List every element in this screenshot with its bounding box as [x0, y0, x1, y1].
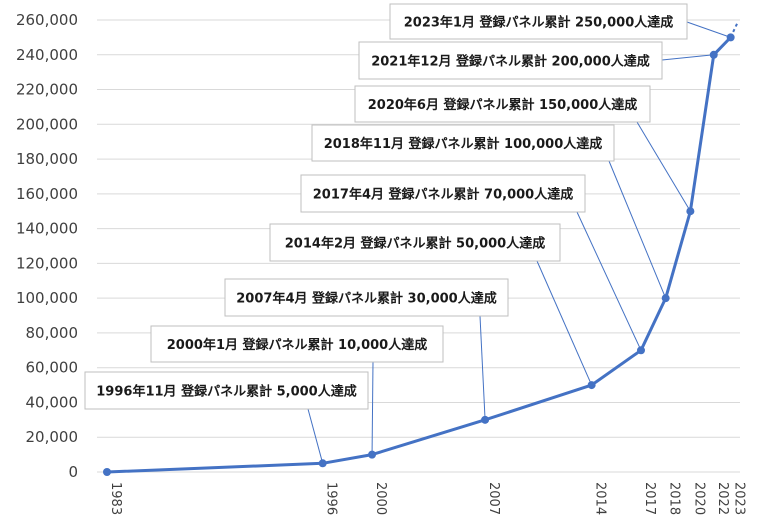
y-tick-label: 0 — [68, 463, 78, 481]
annotation-text: 2023年1月 登録パネル累計 250,000人達成 — [404, 15, 674, 31]
x-tick-label: 2018 — [667, 482, 682, 515]
annotation-box — [300, 174, 586, 213]
data-point — [587, 381, 596, 390]
y-tick-label: 240,000 — [16, 46, 78, 64]
annotation-box — [269, 223, 561, 262]
data-point — [726, 33, 735, 42]
annotation-box — [84, 371, 369, 410]
x-axis-ticks: 1983 1996 2000 2007 2014 2017 2018 2020 2022 2023 — [108, 482, 747, 515]
y-tick-label: 120,000 — [16, 254, 78, 272]
annotation-box — [311, 124, 615, 162]
annotation-text: 2017年4月 登録パネル累計 70,000人達成 — [313, 187, 573, 203]
annotation-text: 2014年2月 登録パネル累計 50,000人達成 — [285, 236, 545, 252]
annotation-leader — [479, 315, 486, 420]
y-tick-label: 220,000 — [16, 81, 78, 99]
y-tick-label: 80,000 — [26, 324, 79, 342]
annotation-text: 2021年12月 登録パネル累計 200,000人達成 — [371, 54, 650, 70]
annotation-box — [354, 85, 651, 123]
data-point — [103, 468, 111, 476]
annotation-leader — [661, 54, 714, 61]
annotation-leader — [636, 121, 691, 212]
series-line — [106, 36, 732, 474]
annotation-box — [224, 278, 509, 317]
annotation-box — [150, 325, 444, 363]
x-tick-label: 1996 — [324, 482, 339, 515]
y-tick-label: 20,000 — [26, 428, 79, 446]
x-tick-label: 1983 — [108, 482, 123, 515]
x-tick-label: 2023 — [732, 482, 747, 515]
data-point — [636, 346, 645, 355]
annotation-leader — [576, 211, 642, 351]
x-tick-label: 2014 — [593, 482, 608, 515]
x-tick-label: 2020 — [691, 482, 706, 515]
annotation-leader — [536, 260, 593, 386]
annotation-text: 2020年6月 登録パネル累計 150,000人達成 — [368, 97, 638, 113]
annotation-box — [389, 3, 688, 40]
y-axis-ticks: 0 20,000 40,000 60,000 80,000 100,000 120,000 1… — [16, 11, 78, 481]
x-tick-label: 2000 — [373, 482, 388, 515]
x-tick-label: 2017 — [642, 482, 657, 515]
annotation-leaders — [307, 21, 731, 464]
annotation-leader — [371, 361, 374, 455]
data-point — [318, 459, 327, 468]
annotations: 1996年11月 登録パネル累計 5,000人達成 2000年1月 登録パネル累計… — [84, 3, 688, 410]
series — [103, 23, 739, 476]
y-tick-label: 40,000 — [26, 393, 79, 411]
annotation-box — [358, 41, 663, 80]
annotation-text: 2007年4月 登録パネル累計 30,000人達成 — [236, 291, 496, 307]
annotation-leader — [307, 408, 324, 464]
y-tick-label: 180,000 — [16, 150, 78, 168]
data-point — [481, 415, 490, 424]
y-tick-label: 260,000 — [16, 11, 78, 29]
x-tick-label: 2022 — [715, 482, 730, 515]
data-point — [368, 450, 377, 459]
data-point — [661, 294, 670, 303]
annotation-leader — [686, 21, 731, 38]
y-tick-label: 200,000 — [16, 115, 78, 133]
annotation-leader — [608, 160, 667, 299]
y-tick-label: 100,000 — [16, 289, 78, 307]
annotation-text: 2018年11月 登録パネル累計 100,000人達成 — [324, 136, 603, 152]
annotation-text: 1996年11月 登録パネル累計 5,000人達成 — [96, 384, 356, 400]
data-point — [709, 50, 718, 59]
y-tick-label: 60,000 — [26, 359, 79, 377]
y-tick-label: 160,000 — [16, 185, 78, 203]
x-tick-label: 2007 — [486, 482, 501, 515]
data-point — [686, 207, 695, 216]
annotation-text: 2000年1月 登録パネル累計 10,000人達成 — [167, 337, 427, 353]
y-tick-label: 140,000 — [16, 220, 78, 238]
